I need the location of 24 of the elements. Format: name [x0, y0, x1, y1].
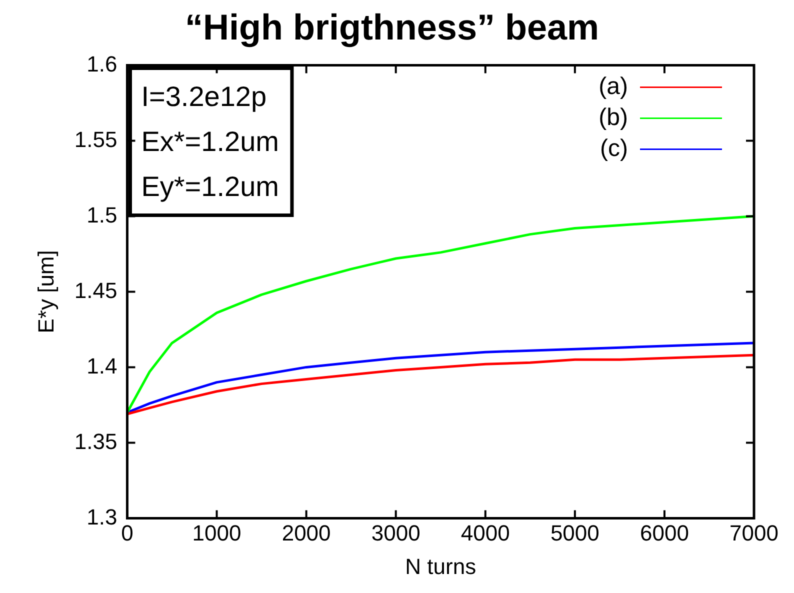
- y-tick-label: 1.35: [74, 428, 118, 454]
- x-tick-label: 0: [121, 520, 134, 546]
- x-tick-label: 7000: [730, 520, 778, 546]
- legend-label: (c): [600, 134, 628, 162]
- annotation: I=3.2e12p: [141, 80, 267, 112]
- annotation: Ex*=1.2um: [141, 126, 279, 157]
- x-tick-label: 5000: [550, 520, 600, 546]
- y-tick-label: 1.6: [86, 51, 118, 76]
- x-tick-label: 2000: [282, 520, 331, 546]
- x-tick-label: 1000: [192, 520, 242, 546]
- y-tick-label: 1.55: [74, 126, 118, 152]
- legend-label: (b): [598, 104, 628, 131]
- y-tick-label: 1.5: [86, 202, 118, 228]
- x-axis-title: N turns: [405, 554, 476, 579]
- x-tick-label: 4000: [460, 520, 510, 546]
- y-tick-label: 1.45: [74, 278, 118, 303]
- y-tick-label: 1.4: [86, 353, 118, 378]
- chart-title: “High brigthness” beam: [184, 6, 600, 48]
- x-tick-label: 6000: [640, 520, 689, 546]
- legend-label: (a): [598, 72, 628, 100]
- x-tick-label: 3000: [371, 520, 420, 546]
- annotation: Ey*=1.2um: [141, 170, 279, 202]
- y-axis-title: E*y [um]: [33, 250, 58, 334]
- y-tick-label: 1.3: [86, 504, 118, 530]
